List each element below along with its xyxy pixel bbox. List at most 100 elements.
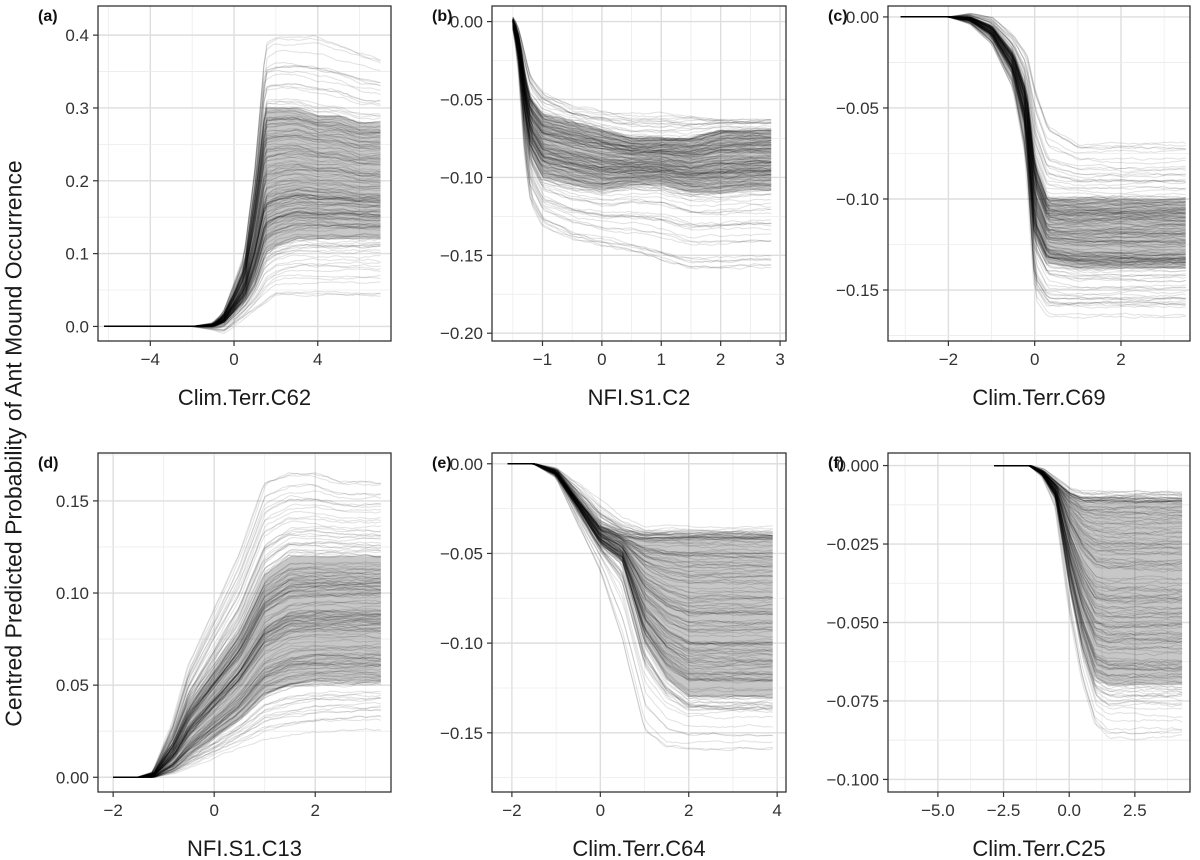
ice-curve bbox=[900, 16, 1186, 227]
ice-curve bbox=[507, 463, 773, 712]
ice-curve bbox=[994, 465, 1183, 581]
ice-curve bbox=[507, 463, 773, 545]
ice-curve bbox=[104, 188, 381, 327]
ice-curve bbox=[113, 575, 381, 778]
x-tick-label: 4 bbox=[772, 801, 781, 820]
ice-curve bbox=[512, 22, 772, 193]
ice-curve bbox=[994, 465, 1183, 523]
ice-curve bbox=[900, 16, 1186, 209]
ice-curve bbox=[900, 16, 1186, 274]
ice-curve bbox=[113, 542, 381, 778]
ice-curve bbox=[900, 14, 1186, 179]
ice-curve bbox=[113, 603, 381, 778]
ice-curve bbox=[113, 527, 381, 778]
ice-curve bbox=[507, 463, 773, 625]
ice-core-band bbox=[104, 108, 381, 327]
ice-curve bbox=[104, 173, 381, 327]
ice-curve bbox=[994, 465, 1183, 645]
ice-curve bbox=[113, 654, 381, 778]
ice-curve bbox=[994, 465, 1183, 503]
ice-curve bbox=[512, 19, 772, 157]
ice-curve bbox=[113, 541, 381, 778]
ice-curve bbox=[104, 148, 381, 327]
ice-curve bbox=[104, 232, 381, 328]
ice-curve bbox=[994, 465, 1183, 628]
ice-curve bbox=[900, 16, 1186, 256]
ice-curve bbox=[113, 645, 382, 778]
ice-curve bbox=[104, 194, 381, 327]
ice-curve bbox=[113, 614, 381, 778]
ice-curve bbox=[900, 16, 1186, 260]
ice-curve bbox=[113, 621, 382, 778]
ice-curve bbox=[507, 463, 773, 542]
ice-curve bbox=[104, 118, 381, 327]
ice-curve bbox=[994, 465, 1183, 662]
ice-curve bbox=[507, 463, 773, 536]
ice-curve bbox=[507, 463, 773, 541]
ice-curve bbox=[900, 16, 1186, 269]
ice-curve bbox=[113, 575, 381, 778]
ice-curve bbox=[104, 86, 381, 327]
ice-curve bbox=[104, 196, 381, 327]
ice-curve bbox=[512, 20, 772, 164]
ice-curve bbox=[512, 23, 772, 165]
x-axis-label: NFI.S1.C2 bbox=[588, 385, 691, 410]
ice-curve bbox=[512, 19, 772, 140]
ice-curve bbox=[507, 463, 773, 664]
ice-curve bbox=[900, 16, 1186, 262]
ice-curve bbox=[994, 465, 1183, 552]
ice-curve bbox=[507, 463, 773, 578]
ice-curve bbox=[104, 49, 381, 327]
ice-curve bbox=[900, 16, 1186, 205]
ice-curve bbox=[113, 593, 381, 778]
ice-curve bbox=[512, 20, 772, 177]
ice-curve bbox=[104, 100, 381, 327]
ice-curve bbox=[512, 21, 772, 143]
ice-curve bbox=[512, 26, 772, 175]
ice-curve bbox=[512, 18, 772, 126]
ice-curve bbox=[113, 591, 382, 778]
ice-curve bbox=[104, 100, 381, 327]
ice-curve bbox=[512, 21, 772, 228]
ice-curve bbox=[994, 465, 1183, 503]
ice-curve bbox=[900, 16, 1186, 237]
ice-curve bbox=[994, 465, 1183, 735]
panel-label: (b) bbox=[432, 8, 452, 25]
ice-curve bbox=[512, 18, 772, 147]
ice-curve bbox=[512, 25, 772, 203]
ice-curve bbox=[507, 463, 773, 737]
ice-curve bbox=[507, 463, 773, 658]
ice-curve bbox=[104, 194, 381, 327]
ice-curve bbox=[104, 211, 381, 327]
ice-curve bbox=[507, 463, 773, 541]
ice-curve bbox=[113, 670, 381, 778]
ice-curve bbox=[104, 172, 381, 327]
ice-curve bbox=[900, 16, 1186, 230]
ice-curve bbox=[507, 463, 773, 617]
ice-curve bbox=[104, 118, 381, 327]
ice-curve bbox=[512, 20, 772, 156]
ice-curve bbox=[994, 465, 1183, 702]
ice-curve bbox=[900, 16, 1186, 270]
ice-curve bbox=[900, 13, 1186, 161]
x-tick-label: 2 bbox=[1116, 350, 1125, 369]
ice-curve bbox=[900, 15, 1186, 183]
ice-curve bbox=[113, 672, 382, 778]
ice-curve bbox=[104, 153, 381, 327]
ice-curve bbox=[512, 20, 772, 170]
ice-curve bbox=[900, 16, 1186, 212]
ice-curve bbox=[104, 237, 381, 328]
ice-curve bbox=[900, 16, 1186, 261]
ice-curve bbox=[994, 465, 1183, 672]
ice-curve bbox=[104, 268, 381, 330]
ice-curve bbox=[512, 21, 772, 227]
ice-curve bbox=[994, 465, 1183, 541]
ice-curve bbox=[507, 463, 773, 632]
ice-curve bbox=[994, 465, 1183, 565]
ice-curve bbox=[113, 647, 381, 778]
ice-curve bbox=[512, 20, 772, 171]
ice-curve bbox=[900, 16, 1186, 243]
ice-curve bbox=[512, 20, 772, 135]
ice-curve bbox=[512, 19, 772, 158]
ice-curve bbox=[994, 465, 1183, 668]
